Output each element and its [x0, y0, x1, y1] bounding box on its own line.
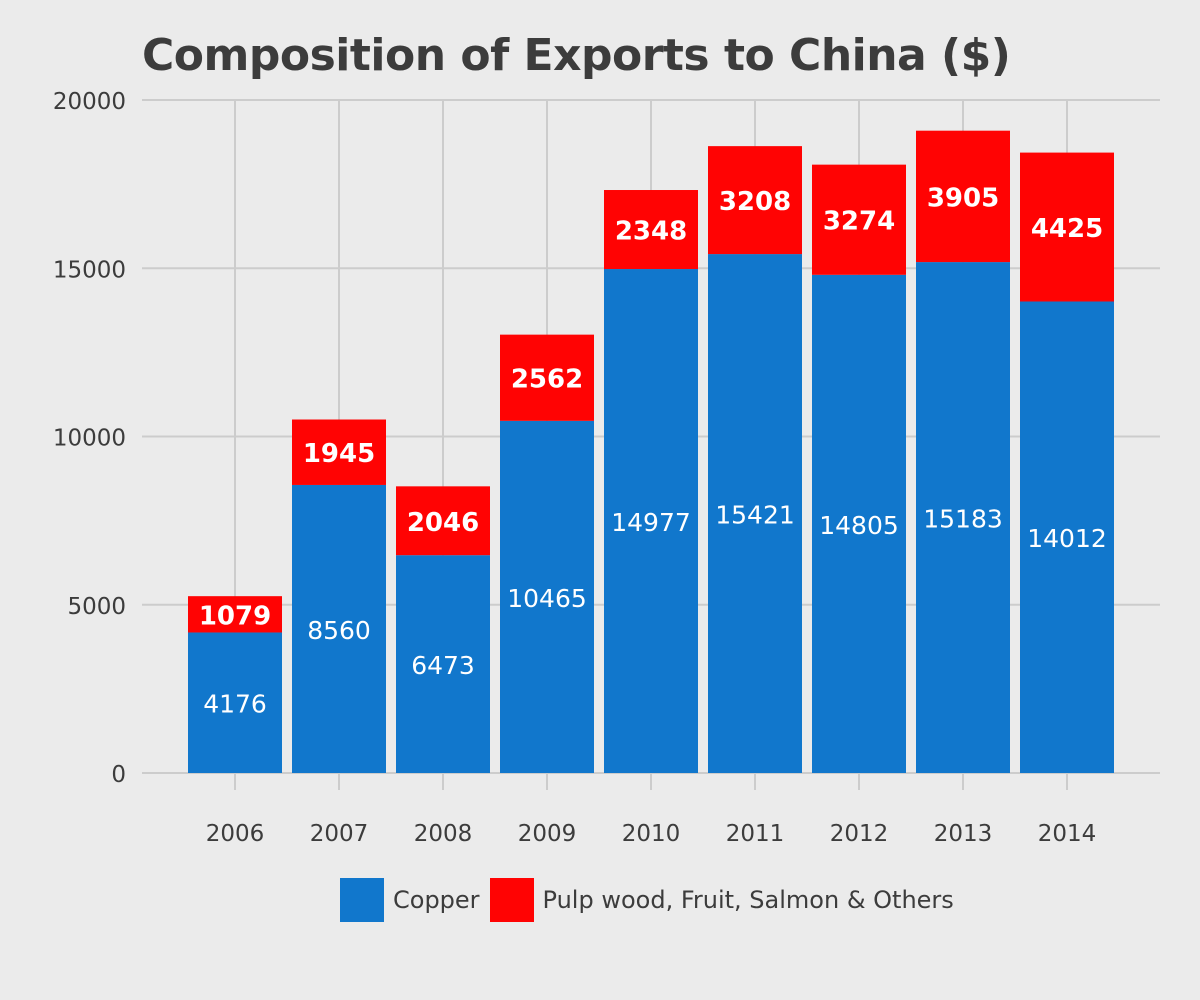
data-label: 1945	[303, 439, 375, 469]
x-tick-label: 2014	[1038, 821, 1097, 847]
bar-segment-others	[292, 419, 386, 485]
y-tick-label: 0	[111, 762, 126, 788]
bar-segment-copper	[708, 254, 802, 773]
data-label: 4425	[1031, 214, 1103, 244]
x-tick-label: 2012	[830, 821, 889, 847]
data-label: 2562	[511, 365, 583, 395]
y-tick-label: 10000	[53, 426, 126, 452]
legend-swatch-others	[489, 878, 534, 922]
bar-segments	[188, 130, 1114, 773]
data-label: 3274	[823, 207, 895, 237]
x-tick-label: 2008	[414, 821, 473, 847]
bar-segment-others	[500, 334, 594, 421]
data-label: 10465	[507, 584, 587, 613]
data-label: 14805	[819, 511, 899, 540]
bar-segment-others	[916, 130, 1010, 263]
data-label: 3905	[927, 183, 999, 213]
data-label: 2348	[615, 217, 687, 247]
bar-segment-copper	[916, 262, 1010, 773]
bar-segment-copper	[1020, 301, 1114, 773]
bar-segment-copper	[292, 484, 386, 773]
bar-segment-copper	[500, 420, 594, 773]
data-label: 14977	[611, 508, 691, 537]
data-label: 15421	[715, 501, 795, 530]
legend-item-copper: Copper	[340, 878, 480, 922]
x-tick-label: 2009	[518, 821, 577, 847]
data-labels: 4176 1079 8560 1945 6473 2046 10465 2562 14977 23…	[199, 183, 1107, 718]
y-tick-label: 20000	[53, 89, 126, 115]
bar-segment-others	[188, 596, 282, 633]
data-label: 4176	[203, 690, 267, 719]
y-tick-label: 5000	[67, 594, 126, 620]
legend-swatch-copper	[340, 878, 384, 922]
data-label: 1079	[199, 601, 271, 631]
legend-label-copper: Copper	[393, 886, 480, 914]
y-tick-labels: 0 5000 10000 15000 20000	[53, 89, 126, 788]
data-label: 8560	[307, 616, 371, 645]
bar-segment-others	[812, 164, 906, 275]
bar-segment-others	[396, 486, 490, 556]
bar-segment-others	[604, 190, 698, 270]
x-tick-label: 2013	[934, 821, 993, 847]
x-tick-labels: 2006 2007 2008 2009 2010 2011 2012 2013 2014	[206, 821, 1097, 847]
x-tick-label: 2007	[310, 821, 369, 847]
y-tick-label: 15000	[53, 257, 126, 283]
data-label: 2046	[407, 508, 479, 538]
data-label: 6473	[411, 651, 475, 680]
legend-item-others: Pulp wood, Fruit, Salmon & Others	[489, 878, 954, 922]
x-tick-label: 2010	[622, 821, 681, 847]
legend: Copper Pulp wood, Fruit, Salmon & Others	[340, 878, 964, 922]
bar-segment-copper	[188, 632, 282, 773]
data-label: 14012	[1027, 524, 1107, 553]
x-tick-label: 2006	[206, 821, 265, 847]
bar-segment-others	[1020, 152, 1114, 302]
data-label: 3208	[719, 187, 791, 217]
chart-title: Composition of Exports to China ($)	[142, 30, 1011, 81]
x-tick-label: 2011	[726, 821, 785, 847]
bar-segment-copper	[604, 269, 698, 773]
legend-label-others: Pulp wood, Fruit, Salmon & Others	[542, 886, 954, 914]
bar-segment-others	[708, 146, 802, 255]
bar-segment-copper	[396, 555, 490, 773]
data-label: 15183	[923, 505, 1003, 534]
bar-segment-copper	[812, 274, 906, 773]
